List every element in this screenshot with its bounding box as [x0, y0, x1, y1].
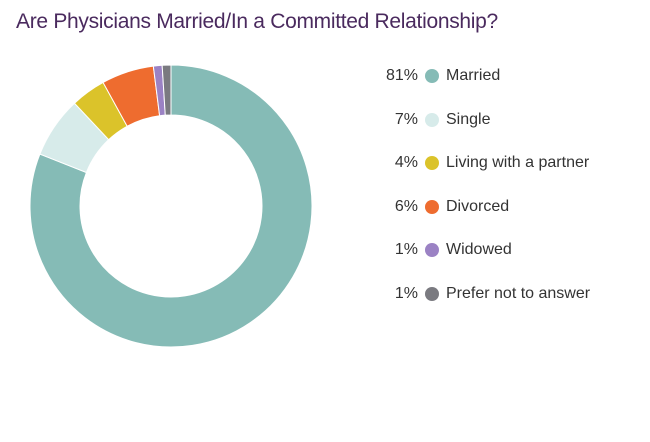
legend-label: Divorced — [446, 198, 510, 215]
legend-swatch — [425, 156, 439, 170]
legend-swatch — [425, 113, 439, 127]
legend-value: 81% — [385, 67, 418, 84]
donut-slice-married — [29, 64, 313, 348]
legend-value: 4% — [394, 154, 418, 171]
legend-swatch — [425, 243, 439, 257]
legend-swatch — [425, 69, 439, 83]
donut-slice-prefer-not-to-answer — [161, 64, 172, 116]
legend-swatch — [425, 200, 439, 214]
legend-item-widowed: 1% Widowed — [360, 238, 512, 262]
legend-label: Living with a partner — [446, 154, 590, 171]
legend-item-living-with-a-partner: 4% Living with a partner — [360, 151, 589, 175]
legend-item-divorced: 6% Divorced — [360, 195, 509, 219]
legend-value: 6% — [394, 198, 418, 215]
legend-item-single: 7% Single — [360, 108, 491, 132]
legend-value: 1% — [394, 241, 418, 258]
legend-label: Married — [446, 67, 501, 84]
legend-label: Prefer not to answer — [446, 285, 591, 302]
legend-value: 7% — [394, 111, 418, 128]
legend-label: Single — [446, 111, 491, 128]
donut-chart — [29, 64, 313, 348]
legend-item-married: 81% Married — [360, 64, 500, 88]
legend-label: Widowed — [446, 241, 512, 258]
legend-value: 1% — [394, 285, 418, 302]
legend-swatch — [425, 287, 439, 301]
chart-title: Are Physicians Married/In a Committed Re… — [16, 10, 498, 33]
legend-item-prefer-not-to-answer: 1% Prefer not to answer — [360, 282, 590, 306]
